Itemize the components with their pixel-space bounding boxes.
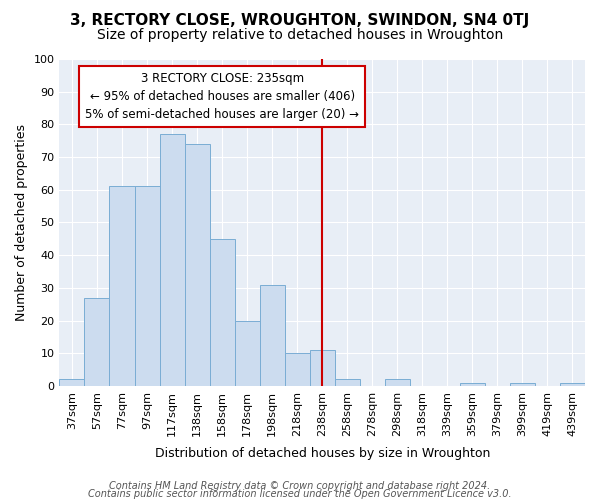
Bar xyxy=(59,380,85,386)
Bar xyxy=(134,186,160,386)
Bar xyxy=(109,186,134,386)
Bar xyxy=(335,380,360,386)
Bar xyxy=(185,144,209,386)
Bar xyxy=(460,382,485,386)
Bar xyxy=(284,353,310,386)
Bar xyxy=(310,350,335,386)
Text: Contains public sector information licensed under the Open Government Licence v3: Contains public sector information licen… xyxy=(88,489,512,499)
Bar xyxy=(510,382,535,386)
Bar xyxy=(160,134,185,386)
Bar xyxy=(85,298,109,386)
X-axis label: Distribution of detached houses by size in Wroughton: Distribution of detached houses by size … xyxy=(155,447,490,460)
Bar xyxy=(385,380,410,386)
Bar xyxy=(235,320,260,386)
Y-axis label: Number of detached properties: Number of detached properties xyxy=(15,124,28,321)
Text: Size of property relative to detached houses in Wroughton: Size of property relative to detached ho… xyxy=(97,28,503,42)
Bar xyxy=(560,382,585,386)
Bar xyxy=(260,284,284,386)
Text: Contains HM Land Registry data © Crown copyright and database right 2024.: Contains HM Land Registry data © Crown c… xyxy=(109,481,491,491)
Text: 3, RECTORY CLOSE, WROUGHTON, SWINDON, SN4 0TJ: 3, RECTORY CLOSE, WROUGHTON, SWINDON, SN… xyxy=(70,12,530,28)
Bar xyxy=(209,239,235,386)
Text: 3 RECTORY CLOSE: 235sqm
← 95% of detached houses are smaller (406)
5% of semi-de: 3 RECTORY CLOSE: 235sqm ← 95% of detache… xyxy=(85,72,359,121)
